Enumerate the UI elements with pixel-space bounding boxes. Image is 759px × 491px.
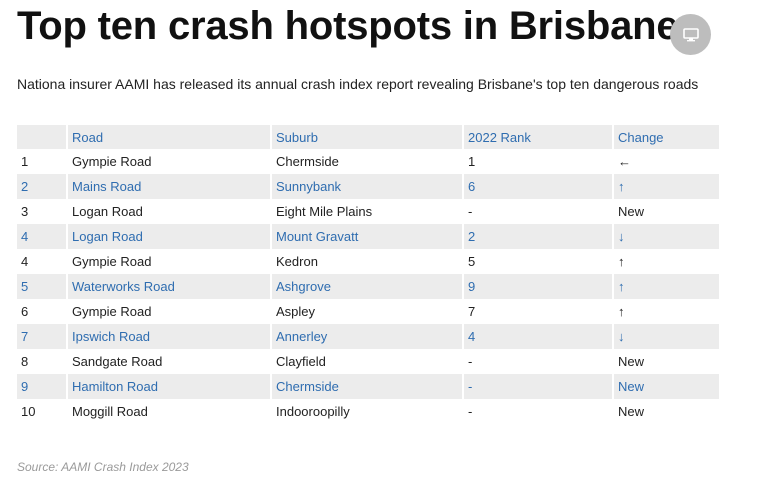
cell-change: ↑ [613,249,719,274]
cell-suburb: Annerley [271,324,464,349]
cell-rank: 2 [17,174,68,199]
cell-road: Waterworks Road [67,274,272,299]
cell-change: ← [613,149,719,174]
table-row: 3 Logan Road Eight Mile Plains - New [17,199,719,224]
cell-road: Gympie Road [67,299,272,324]
cell-change: ↓ [613,224,719,249]
cell-change: ↓ [613,324,719,349]
cell-road: Moggill Road [67,399,272,424]
cell-rank: 7 [17,324,68,349]
cell-change: New [613,374,719,399]
cell-suburb: Indooroopilly [271,399,464,424]
cell-change: New [613,199,719,224]
monitor-icon [682,27,699,41]
cell-2022-rank: - [463,349,614,374]
cell-rank: 3 [17,199,68,224]
table-row: 8 Sandgate Road Clayfield - New [17,349,719,374]
cell-change: New [613,349,719,374]
table-header-row: Road Suburb 2022 Rank Change [17,125,719,149]
cell-rank: 4 [17,249,68,274]
cell-rank: 10 [17,399,68,424]
cell-suburb: Kedron [271,249,464,274]
cell-suburb: Eight Mile Plains [271,199,464,224]
cell-road: Hamilton Road [67,374,272,399]
cell-2022-rank: - [463,399,614,424]
cell-suburb: Mount Gravatt [271,224,464,249]
cell-rank: 4 [17,224,68,249]
cell-rank: 5 [17,274,68,299]
source-note: Source: AAMI Crash Index 2023 [17,460,189,474]
cell-suburb: Chermside [271,149,464,174]
cell-rank: 6 [17,299,68,324]
cell-suburb: Aspley [271,299,464,324]
fullscreen-button[interactable] [670,14,711,55]
column-header-2022-rank[interactable]: 2022 Rank [463,125,614,149]
cell-road: Logan Road [67,224,272,249]
table-row: 9 Hamilton Road Chermside - New [17,374,719,399]
cell-change: ↑ [613,299,719,324]
cell-2022-rank: - [463,374,614,399]
cell-2022-rank: 2 [463,224,614,249]
column-header-suburb[interactable]: Suburb [271,125,464,149]
cell-road: Mains Road [67,174,272,199]
column-header-change[interactable]: Change [613,125,719,149]
cell-2022-rank: 9 [463,274,614,299]
cell-2022-rank: 5 [463,249,614,274]
cell-2022-rank: 6 [463,174,614,199]
table-row: 7 Ipswich Road Annerley 4 ↓ [17,324,719,349]
table-row: 6 Gympie Road Aspley 7 ↑ [17,299,719,324]
cell-2022-rank: - [463,199,614,224]
cell-rank: 9 [17,374,68,399]
page-title: Top ten crash hotspots in Brisbane [17,4,679,48]
table-body: 1 Gympie Road Chermside 1 ← 2 Mains Road Sunnyb… [17,149,719,424]
cell-change: ↑ [613,274,719,299]
cell-change: ↑ [613,174,719,199]
column-header-road[interactable]: Road [67,125,272,149]
cell-road: Ipswich Road [67,324,272,349]
cell-road: Logan Road [67,199,272,224]
cell-2022-rank: 1 [463,149,614,174]
cell-change: New [613,399,719,424]
cell-suburb: Ashgrove [271,274,464,299]
page-subtitle: Nationa insurer AAMI has released its an… [17,76,699,92]
cell-rank: 1 [17,149,68,174]
table-row: 4 Logan Road Mount Gravatt 2 ↓ [17,224,719,249]
table-row: 10 Moggill Road Indooroopilly - New [17,399,719,424]
table-row: 1 Gympie Road Chermside 1 ← [17,149,719,174]
cell-rank: 8 [17,349,68,374]
cell-road: Gympie Road [67,149,272,174]
crash-hotspots-table: Road Suburb 2022 Rank Change 1 Gympie Roa… [17,125,719,424]
column-header-rank [17,125,68,149]
cell-2022-rank: 7 [463,299,614,324]
cell-2022-rank: 4 [463,324,614,349]
cell-road: Sandgate Road [67,349,272,374]
table-row: 5 Waterworks Road Ashgrove 9 ↑ [17,274,719,299]
cell-suburb: Sunnybank [271,174,464,199]
table-row: 2 Mains Road Sunnybank 6 ↑ [17,174,719,199]
cell-suburb: Chermside [271,374,464,399]
cell-suburb: Clayfield [271,349,464,374]
cell-road: Gympie Road [67,249,272,274]
table-row: 4 Gympie Road Kedron 5 ↑ [17,249,719,274]
